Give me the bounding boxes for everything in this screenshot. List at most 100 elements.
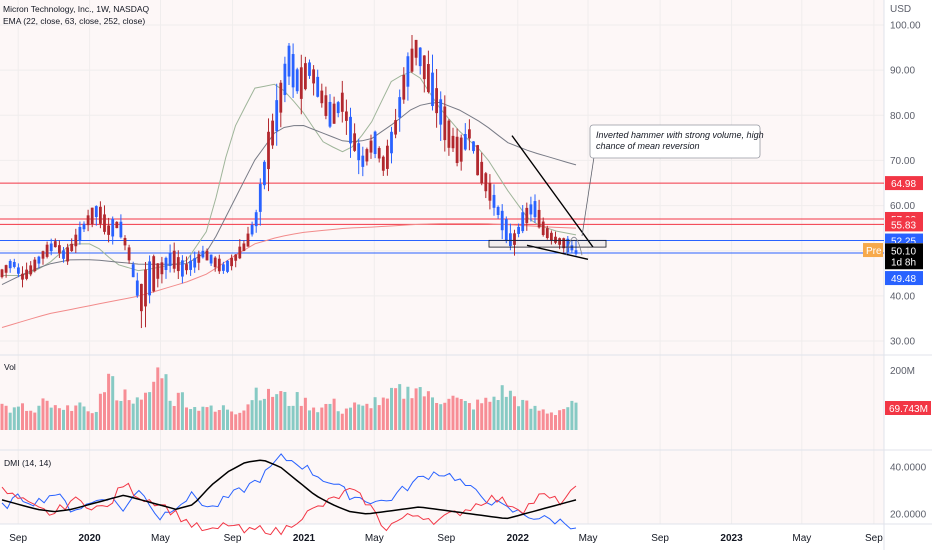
candle-body xyxy=(545,228,549,239)
volume-bar xyxy=(554,415,557,430)
volume-bar xyxy=(349,407,352,430)
volume-bar xyxy=(283,391,287,430)
candle-body xyxy=(12,262,16,267)
candle-body xyxy=(94,206,98,218)
price-tag-text: 50.10 xyxy=(891,246,916,257)
candle-body xyxy=(37,256,41,264)
candle-body xyxy=(439,99,443,125)
volume-bars xyxy=(0,367,578,430)
volume-bar xyxy=(463,400,467,430)
time-tick-label: Sep xyxy=(9,533,27,544)
volume-bar xyxy=(164,374,168,430)
candle-body xyxy=(148,261,151,296)
volume-bar xyxy=(29,410,33,430)
candle-body xyxy=(103,214,106,232)
candle-body xyxy=(365,149,369,162)
price-tag-text: 49.48 xyxy=(891,274,916,285)
volume-bar xyxy=(414,388,418,430)
pre-market-badge xyxy=(863,243,883,258)
candle-body xyxy=(82,223,86,230)
volume-bar xyxy=(340,413,344,430)
candle-body xyxy=(189,260,192,270)
candle-body xyxy=(131,264,135,278)
projection-arc xyxy=(565,236,583,256)
candle-body xyxy=(263,161,266,186)
time-axis[interactable]: Sep 2020 May Sep 2021 May Sep 2022 May Sep 2023 May… xyxy=(9,533,932,544)
volume-tick-label: 200M xyxy=(890,366,915,377)
candle-body xyxy=(193,258,197,268)
volume-bar xyxy=(144,392,147,430)
volume-bar xyxy=(78,402,82,430)
volume-bar xyxy=(0,403,4,430)
candle-body xyxy=(377,148,381,159)
volume-bar xyxy=(242,410,246,430)
plot-area xyxy=(0,0,884,524)
volume-bar xyxy=(312,407,316,430)
annotation-callout[interactable]: Inverted hammer with strong volume, high… xyxy=(581,124,764,237)
candle-body xyxy=(513,233,516,245)
volume-bar xyxy=(148,392,152,430)
price-tag-text: 52.25 xyxy=(891,237,916,248)
volume-bar xyxy=(435,402,439,430)
volume-bar xyxy=(185,407,188,430)
volume-bar xyxy=(209,405,213,430)
volume-bar xyxy=(443,402,447,430)
volume-bar xyxy=(86,411,90,430)
volume-bar xyxy=(402,398,406,430)
volume-legend[interactable]: Vol xyxy=(4,362,16,372)
volume-bar xyxy=(226,409,229,430)
candle-body xyxy=(320,90,324,104)
candle-body xyxy=(447,120,451,148)
candle-body xyxy=(500,210,504,231)
ema-lines xyxy=(1,71,577,328)
volume-bar xyxy=(361,405,365,430)
candle-body xyxy=(488,182,492,201)
volume-bar xyxy=(439,404,443,430)
volume-bar xyxy=(529,408,533,430)
candle-body xyxy=(345,111,348,121)
volume-bar xyxy=(365,403,369,430)
candle-body xyxy=(185,264,188,271)
candle-body xyxy=(201,250,205,258)
candle-body xyxy=(304,63,307,90)
candle-body xyxy=(168,253,172,266)
pre-market-label: Pre xyxy=(866,246,882,257)
volume-bar xyxy=(295,392,299,430)
volume-bar xyxy=(303,397,307,430)
volume-bar xyxy=(517,406,521,430)
candle-body xyxy=(443,106,447,141)
candle-body xyxy=(455,136,459,164)
candle-body xyxy=(422,55,426,80)
volume-bar xyxy=(336,411,340,430)
ema-legend[interactable]: EMA (22, close, 63, close, 252, close) xyxy=(3,16,145,26)
candle-body xyxy=(554,236,557,243)
price-tick-label: 60.00 xyxy=(890,201,915,212)
volume-bar xyxy=(221,405,225,430)
volume-bar xyxy=(394,388,398,430)
annotation-box xyxy=(589,124,761,159)
annotation-line-1: Inverted hammer with strong volume, high xyxy=(596,130,764,140)
candle-body xyxy=(402,74,406,100)
candle-body xyxy=(570,245,574,251)
volume-bar xyxy=(37,405,41,430)
annotation-line-2: chance of mean reversion xyxy=(596,141,700,151)
candle-body xyxy=(418,47,422,67)
dmi-legend[interactable]: DMI (14, 14) xyxy=(4,458,51,468)
volume-bar xyxy=(320,407,324,430)
volume-bar xyxy=(267,388,270,430)
candle-body xyxy=(336,102,340,114)
candle-body xyxy=(160,262,164,275)
candle-body xyxy=(107,225,110,235)
time-tick-label: Sep xyxy=(651,533,669,544)
candle-body xyxy=(86,215,90,226)
candle-body xyxy=(53,241,57,248)
volume-bar xyxy=(332,398,336,430)
volume-bar xyxy=(49,407,53,430)
volume-bar xyxy=(94,411,98,430)
price-tick-label: 90.00 xyxy=(890,66,915,77)
candle-body xyxy=(492,194,496,208)
volume-bar xyxy=(431,397,434,430)
volume-bar xyxy=(246,404,250,430)
